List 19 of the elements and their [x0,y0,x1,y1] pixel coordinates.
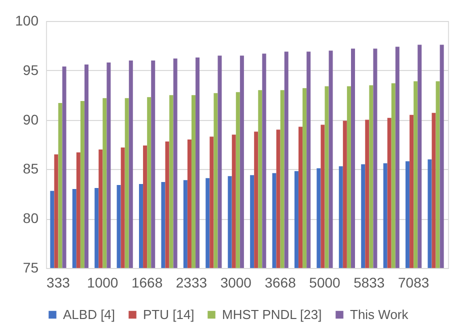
x-tick-label: 7083 [398,274,430,290]
x-tick-label: 5000 [309,274,341,290]
y-tick-label: 85 [22,160,39,177]
y-tick-label: 90 [22,111,39,128]
x-tick-label: 3000 [220,274,252,290]
x-tick-label: 333 [46,274,70,290]
x-tick-label: 3668 [264,274,296,290]
x-tick-label: 1000 [87,274,118,290]
y-tick-label: 100 [15,12,39,28]
y-tick-label: 75 [22,260,39,276]
x-tick-label: 1668 [131,274,163,290]
x-tick-label: 5833 [354,274,385,290]
legend-label: MHST PNDL [23] [222,306,322,322]
legend-label: ALBD [4] [63,306,116,322]
legend-label: This Work [350,306,409,322]
legend-label: PTU [14] [143,306,194,322]
y-tick-label: 80 [22,210,39,226]
x-tick-label: 2333 [176,274,208,290]
y-tick-label: 95 [22,62,39,78]
